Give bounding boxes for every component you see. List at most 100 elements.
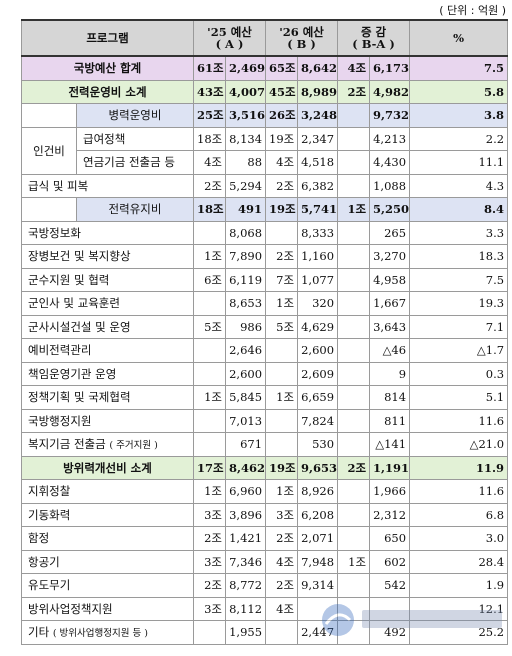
cell-d-jo: 4조	[337, 55, 371, 81]
cell-a-jo: 6조	[193, 267, 227, 292]
cell-d: △141	[369, 432, 411, 457]
cell-a-jo: 17조	[193, 455, 227, 480]
cell-pct: 11.6	[409, 479, 509, 504]
cell-d: 5,250	[369, 197, 411, 222]
row-label: 전력유지비	[75, 197, 195, 222]
cell-b-jo: 1조	[265, 385, 299, 410]
cell-b-jo: 2조	[265, 526, 299, 551]
cell-d: 1,191	[369, 455, 411, 480]
cell-b-jo: 2조	[265, 173, 299, 198]
cell-b-jo: 2조	[265, 244, 299, 269]
cell-a: 7,013	[225, 408, 267, 433]
cell-d: 1,966	[369, 479, 411, 504]
cell-d: 492	[369, 620, 411, 645]
cell-b: 8,926	[297, 479, 339, 504]
cell-d-jo	[337, 150, 371, 175]
cell-b: 9,653	[297, 455, 339, 480]
cell-b-jo: 65조	[265, 55, 299, 81]
cell-a-jo	[193, 338, 227, 363]
cell-b-jo: 5조	[265, 314, 299, 339]
cell-d: 9	[369, 361, 411, 386]
cell-pct: 3.8	[409, 103, 509, 128]
table-row: 함정 2조 1,421 2조 2,071 650 3.0	[20, 526, 509, 551]
cell-b: 8,333	[297, 220, 339, 245]
cell-b: 1,077	[297, 267, 339, 292]
table-row: 국방예산 합계 61조 2,469 65조 8,642 4조 6,173 7.5	[20, 55, 509, 81]
cell-b: 9,314	[297, 573, 339, 598]
cell-d: 3,643	[369, 314, 411, 339]
cell-d-jo	[337, 502, 371, 527]
budget-table: 프로그램 '25 예산( A ) '26 예산( B ) 증 감( B-A ) …	[20, 19, 509, 645]
cell-pct: 7.5	[409, 55, 509, 81]
header-diff: 증 감( B-A )	[337, 19, 411, 57]
cell-a-jo	[193, 620, 227, 645]
cell-d-jo	[337, 173, 371, 198]
cell-pct: △21.0	[409, 432, 509, 457]
cell-d: 3,270	[369, 244, 411, 269]
cell-b-jo	[265, 220, 299, 245]
cell-a: 7,346	[225, 549, 267, 574]
row-label: 함정	[20, 526, 195, 551]
cell-b-jo	[265, 432, 299, 457]
cell-a: 6,960	[225, 479, 267, 504]
cell-d-jo	[337, 267, 371, 292]
table-row: 국방행정지원 7,013 7,824 811 11.6	[20, 408, 509, 433]
cell-a-jo	[193, 291, 227, 316]
cell-a: 2,646	[225, 338, 267, 363]
group-label: 인건비	[21, 126, 77, 175]
row-label: 국방행정지원	[20, 408, 195, 433]
row-label: 병력운영비	[75, 103, 195, 128]
cell-d-jo: 1조	[337, 197, 371, 222]
cell-b: 2,600	[297, 338, 339, 363]
cell-a-jo: 25조	[193, 103, 227, 128]
cell-d: 265	[369, 220, 411, 245]
row-label: 기타 ( 방위사업행정지원 등 )	[20, 620, 195, 645]
unit-label: ( 단위 : 억원 )	[439, 4, 506, 17]
table-row: 병력운영비 25조 3,516 26조 3,248 9,732 3.8	[21, 103, 509, 128]
cell-b: 2,609	[297, 361, 339, 386]
cell-pct: 11.1	[409, 150, 509, 175]
cell-d-jo: 2조	[337, 455, 371, 480]
cell-pct: 0.3	[409, 361, 509, 386]
cell-b: 7,824	[297, 408, 339, 433]
cell-a: 2,600	[225, 361, 267, 386]
cell-a: 491	[225, 197, 267, 222]
row-label: 방위력개선비 소계	[20, 455, 195, 480]
table-row: 기동화력 3조 3,896 3조 6,208 2,312 6.8	[20, 502, 509, 527]
cell-d-jo	[337, 620, 371, 645]
cell-b: 1,160	[297, 244, 339, 269]
cell-pct: 3.3	[409, 220, 509, 245]
table-row: 방위력개선비 소계 17조 8,462 19조 9,653 2조 1,191 11.9	[20, 455, 509, 480]
cell-pct: 25.2	[409, 620, 509, 645]
table-row: 국방정보화 8,068 8,333 265 3.3	[20, 220, 509, 245]
cell-pct: 5.8	[409, 79, 509, 104]
cell-a: 1,421	[225, 526, 267, 551]
cell-b-jo: 45조	[265, 79, 299, 104]
header-program: 프로그램	[20, 19, 195, 57]
cell-pct: 2.2	[409, 126, 509, 151]
cell-pct: △1.7	[409, 338, 509, 363]
cell-pct: 28.4	[409, 549, 509, 574]
cell-a: 8,462	[225, 455, 267, 480]
row-label: 국방정보화	[20, 220, 195, 245]
header-y25: '25 예산( A )	[193, 19, 267, 57]
cell-d: 4,958	[369, 267, 411, 292]
cell-d: 811	[369, 408, 411, 433]
cell-a-jo	[193, 220, 227, 245]
cell-a-jo: 1조	[193, 385, 227, 410]
row-label: 급여정책	[75, 126, 195, 151]
cell-d-jo	[337, 103, 371, 128]
row-note: ( 주거지원 )	[109, 440, 158, 452]
row-label: 군수지원 및 협력	[20, 267, 195, 292]
table-row: 복지기금 전출금 ( 주거지원 ) 671 530 △141 △21.0	[20, 432, 509, 457]
cell-pct: 11.9	[409, 455, 509, 480]
cell-b-jo	[265, 338, 299, 363]
cell-a-jo: 5조	[193, 314, 227, 339]
row-label: 항공기	[20, 549, 195, 574]
row-label: 전력운영비 소계	[20, 79, 195, 104]
cell-d-jo	[337, 408, 371, 433]
cell-pct: 7.1	[409, 314, 509, 339]
cell-pct: 3.0	[409, 526, 509, 551]
cell-b: 2,347	[297, 126, 339, 151]
row-label: 기동화력	[20, 502, 195, 527]
